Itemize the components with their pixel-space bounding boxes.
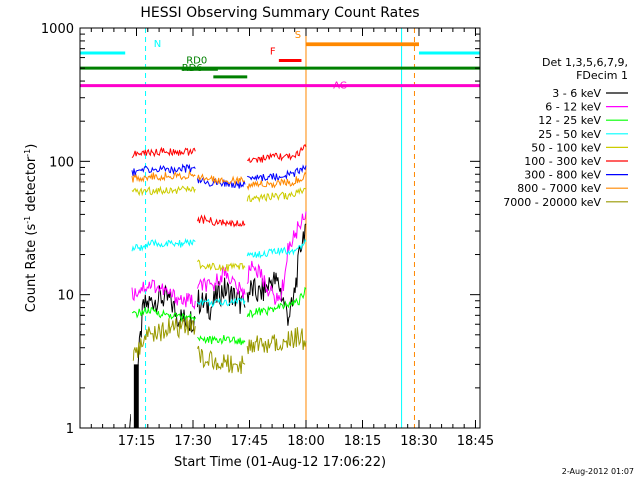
- legend-header-1: Det 1,3,5,6,7,9,: [542, 56, 628, 69]
- series-line-7-1: [197, 173, 245, 186]
- series-line-3-0: [131, 237, 196, 252]
- legend-label-5: 100 - 300 keV: [524, 155, 601, 168]
- series-line-6-2: [247, 164, 307, 182]
- legend-label-2: 12 - 25 keV: [538, 114, 601, 127]
- legend-label-4: 50 - 100 keV: [531, 141, 601, 154]
- series-line-0-0: [129, 284, 196, 429]
- series-line-7-0: [131, 169, 196, 183]
- series-line-2-0: [131, 306, 196, 323]
- plot-frame: [79, 27, 481, 429]
- legend-label-7: 800 - 7000 keV: [517, 182, 601, 195]
- x-tick-label-1: 17:30: [174, 434, 211, 449]
- series-line-3-2: [246, 238, 307, 259]
- low-energy-dropout-block: [131, 364, 139, 428]
- x-tick-label-0: 17:15: [118, 434, 155, 449]
- generation-timestamp: 2-Aug-2012 01:07: [562, 467, 634, 476]
- series-line-5-1: [197, 214, 246, 228]
- legend-label-3: 25 - 50 keV: [538, 128, 601, 141]
- y-tick-label-2: 100: [49, 155, 74, 170]
- chart-title: HESSI Observing Summary Count Rates: [140, 5, 419, 21]
- y-tick-label-1: 10: [57, 289, 74, 304]
- series-line-2-2: [246, 286, 307, 319]
- series-line-4-2: [246, 186, 307, 203]
- series-line-6-0: [131, 163, 196, 176]
- series-line-5-2: [246, 144, 307, 164]
- y-axis-label: Count Rate (s-1 detector-1): [23, 144, 39, 313]
- legend-label-0: 3 - 6 keV: [552, 87, 601, 100]
- x-axis-label: Start Time (01-Aug-12 17:06:22): [174, 455, 386, 470]
- flag-label-6: S: [295, 30, 301, 41]
- series-line-8-1: [197, 345, 246, 374]
- series-line-1-2: [246, 211, 307, 305]
- x-tick-label-2: 17:45: [231, 434, 268, 449]
- series-line-5-0: [131, 146, 196, 159]
- low-energy-gap: [130, 360, 134, 428]
- series-line-0-2: [246, 223, 307, 326]
- flag-label-4: RD6: [182, 63, 203, 74]
- y-tick-label-3: 1000: [41, 22, 74, 37]
- series-line-6-1: [197, 176, 246, 189]
- flag-label-2: AC: [333, 81, 347, 92]
- flag-label-5: F: [270, 47, 276, 58]
- x-tick-label-4: 18:15: [344, 434, 381, 449]
- legend-label-8: 7000 - 20000 keV: [503, 196, 601, 209]
- x-tick-label-3: 18:00: [287, 434, 324, 449]
- series-line-8-0: [131, 317, 196, 370]
- series-line-1-0: [131, 279, 196, 311]
- flag-label-0: N: [154, 39, 161, 50]
- series-line-3-1: [197, 297, 246, 308]
- flag-label-3: RD0: [186, 55, 207, 66]
- x-tick-label-6: 18:45: [457, 434, 494, 449]
- series-line-0-1: [197, 277, 246, 321]
- x-tick-label-5: 18:30: [400, 434, 437, 449]
- series-line-1-1: [197, 266, 246, 300]
- legend-label-6: 300 - 800 keV: [524, 169, 601, 182]
- y-tick-label-0: 1: [66, 422, 74, 437]
- series-line-8-2: [246, 327, 307, 355]
- series-line-4-0: [131, 185, 196, 197]
- series-line-4-1: [197, 259, 246, 272]
- legend-header-2: FDecim 1: [576, 69, 628, 82]
- x-axis: 17:15 17:30 17:45 18:00 18:15 18:30 18:45: [90, 28, 494, 449]
- y-axis: 1 10 100 1000: [41, 22, 480, 437]
- legend-label-1: 6 - 12 keV: [545, 101, 601, 114]
- series-line-2-1: [197, 335, 246, 346]
- series-line-7-2: [246, 171, 307, 191]
